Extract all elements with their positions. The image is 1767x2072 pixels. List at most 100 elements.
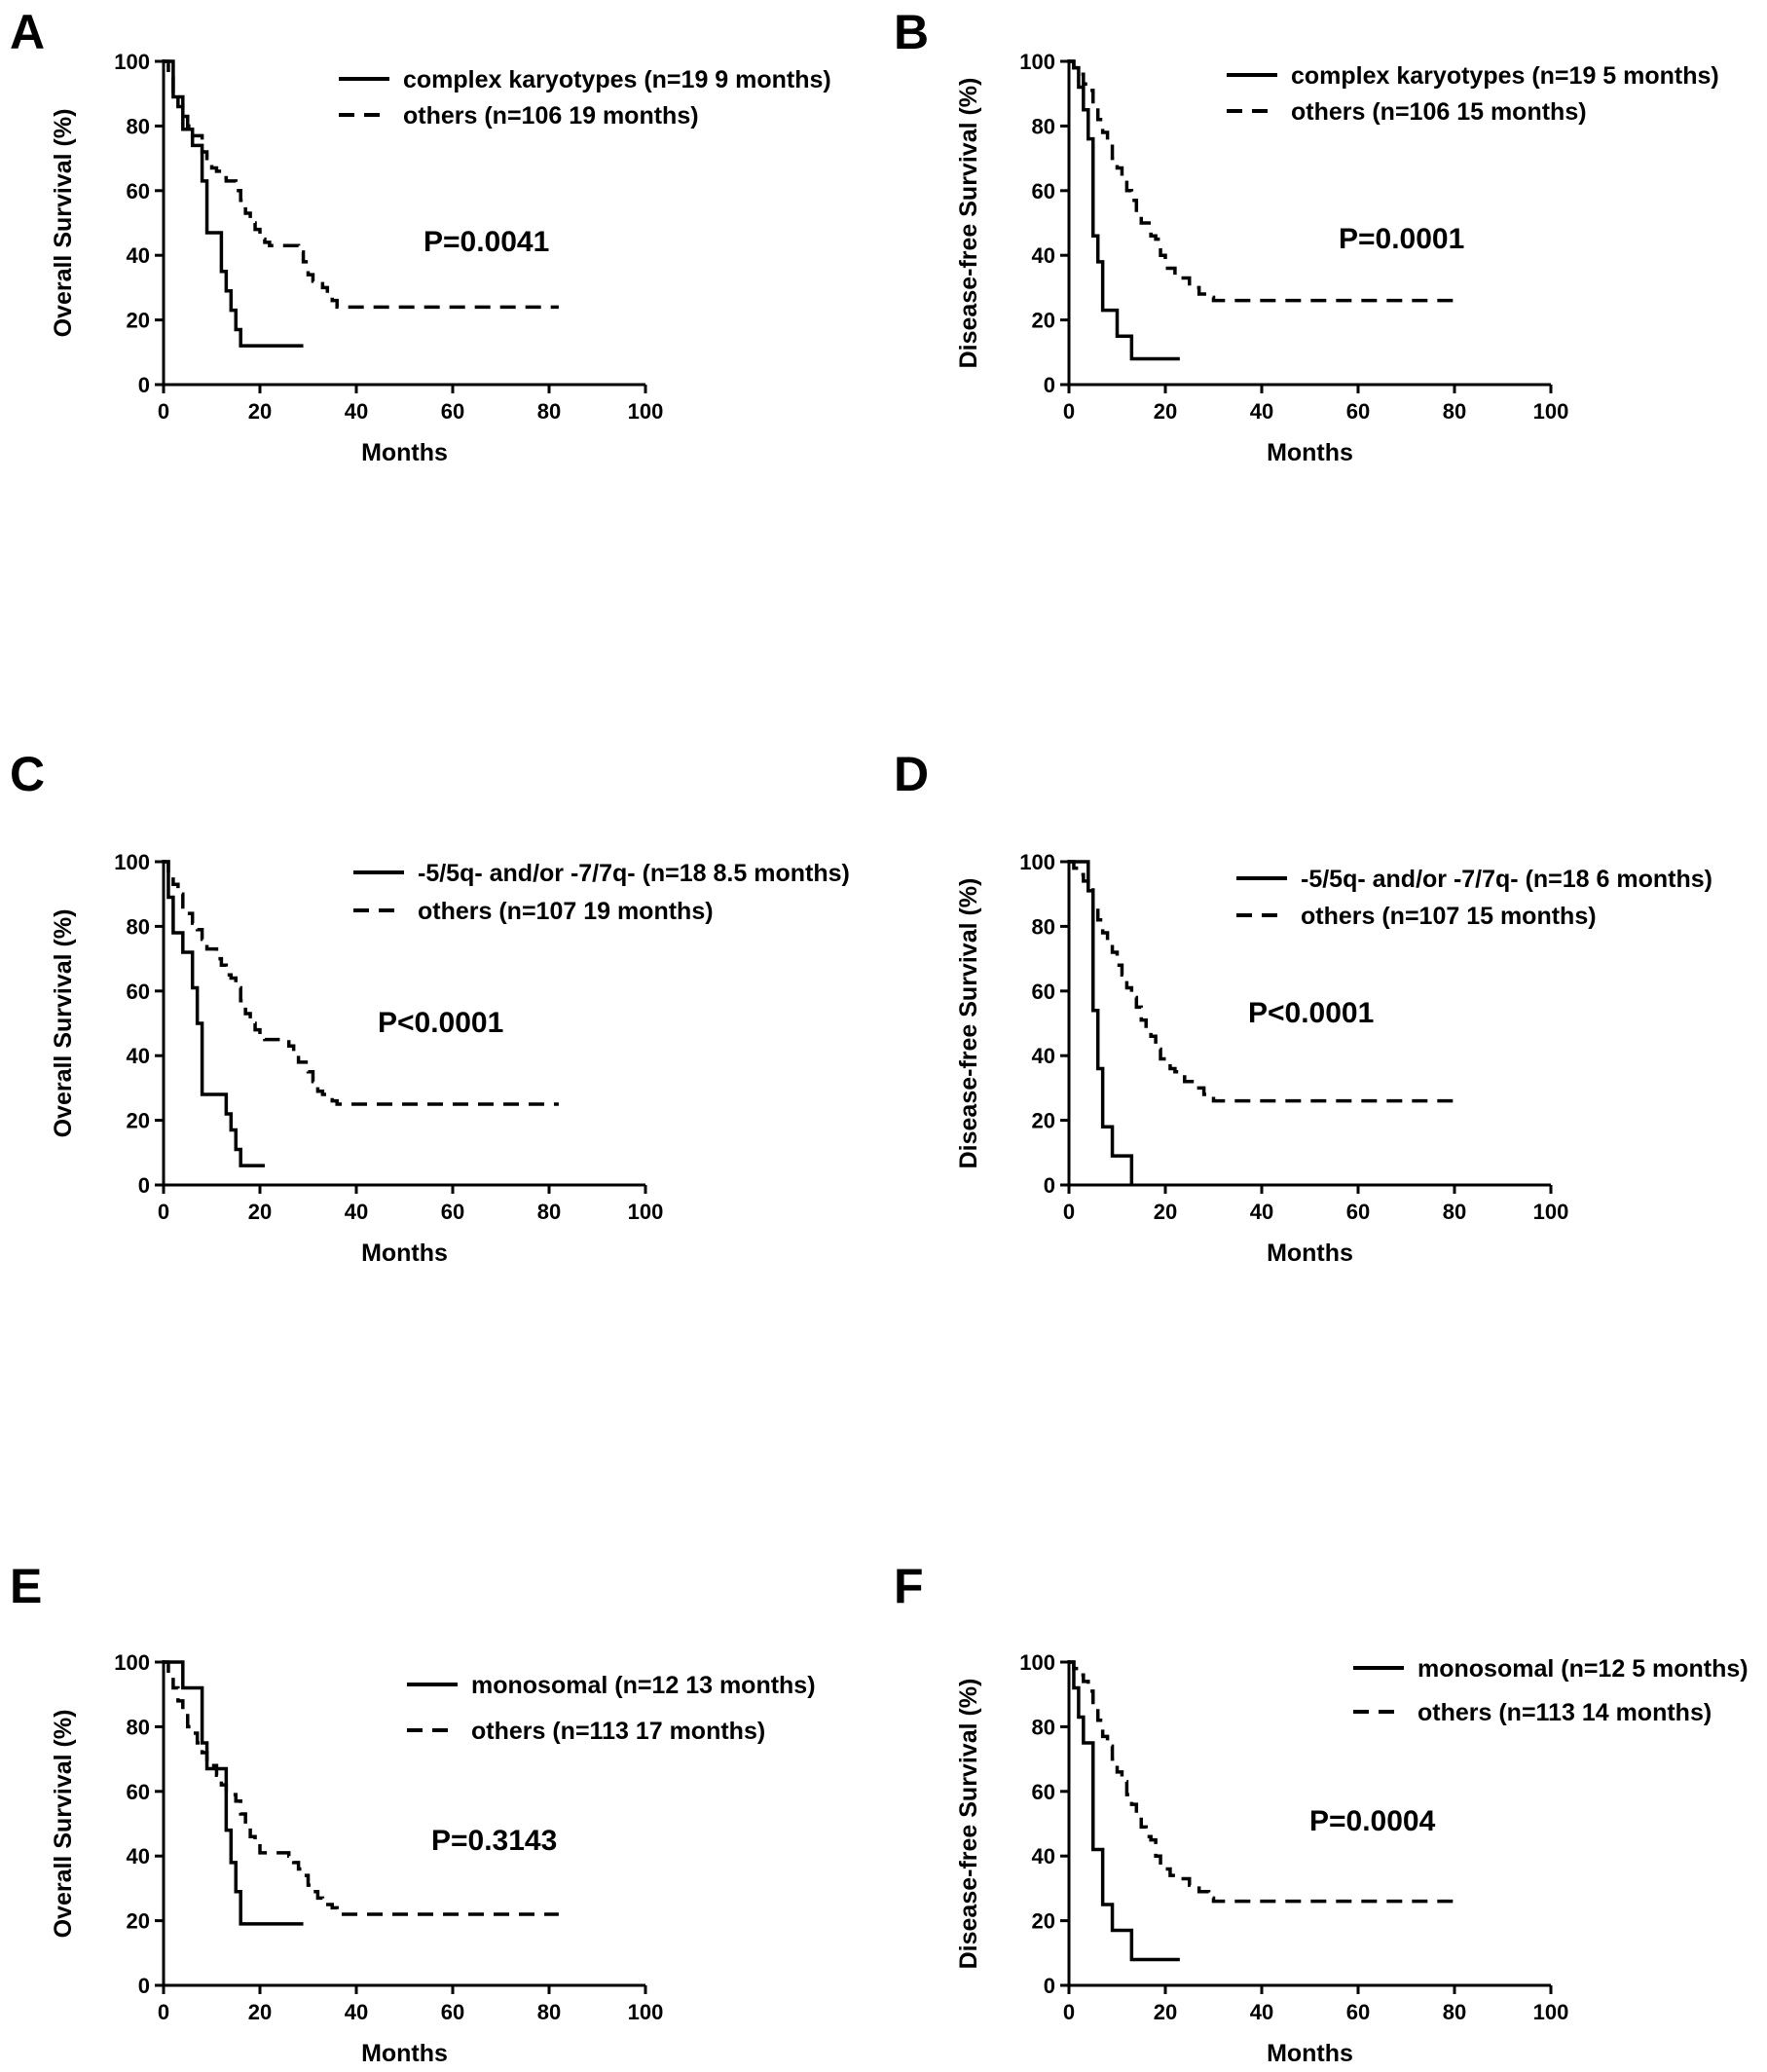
x-tick-label: 0 (1063, 1200, 1075, 1224)
survival-curve-solid (1069, 860, 1134, 1185)
x-tick-label: 100 (628, 2000, 664, 2024)
panel-d: D 0 20 40 60 80 100 0 20 40 60 80 100 Months Disease-f… (894, 747, 1712, 1267)
legend-label: complex karyotypes (n=19 9 months) (403, 66, 831, 93)
y-tick-label: 100 (114, 1650, 150, 1675)
legend-label: others (n=106 15 months) (1291, 98, 1587, 126)
p-value-annotation: P=0.0041 (423, 226, 549, 258)
legend-label: monosomal (n=12 13 months) (471, 1672, 816, 1699)
x-tick-label: 0 (158, 399, 169, 424)
x-tick-label: 100 (1533, 399, 1569, 424)
p-value-annotation: P=0.3143 (431, 1825, 557, 1857)
x-tick-label: 40 (345, 1200, 368, 1224)
panel-letter-c: C (10, 747, 45, 801)
y-tick-label: 60 (127, 980, 150, 1004)
x-tick-label: 40 (1250, 2000, 1273, 2024)
y-axis-label: Disease-free Survival (%) (955, 1679, 982, 1970)
x-tick-label: 40 (1250, 1200, 1273, 1224)
legend-label: others (n=106 19 months) (403, 102, 699, 130)
survival-curve-dashed (164, 1660, 559, 1916)
y-tick-label: 100 (1019, 50, 1055, 74)
legend-label: -5/5q- and/or -7/7q- (n=18 8.5 months) (418, 860, 850, 887)
y-tick-label: 0 (138, 1974, 150, 1998)
x-axis-label: Months (361, 1240, 448, 1267)
x-tick-label: 80 (537, 2000, 561, 2024)
x-axis-label: Months (1267, 1240, 1353, 1267)
y-tick-label: 0 (1044, 1173, 1055, 1198)
panel-a: A 0 20 40 60 80 100 0 20 40 60 80 100 Months Overall S… (10, 5, 831, 466)
y-tick-label: 60 (127, 1780, 150, 1804)
y-tick-label: 0 (138, 1173, 150, 1198)
p-value-annotation: P=0.0001 (1339, 223, 1464, 255)
y-tick-label: 80 (127, 914, 150, 939)
y-axis-label: Disease-free Survival (%) (955, 78, 982, 369)
x-tick-label: 40 (345, 2000, 368, 2024)
y-tick-label: 40 (1032, 1044, 1055, 1068)
x-tick-label: 60 (441, 399, 464, 424)
y-tick-label: 80 (1032, 1715, 1055, 1739)
x-tick-label: 40 (345, 399, 368, 424)
survival-curve-dashed (1069, 1660, 1459, 1904)
legend-label: others (n=113 14 months) (1417, 1699, 1712, 1726)
p-value-annotation: P=0.0004 (1309, 1805, 1436, 1837)
legend: monosomal (n=12 5 months) others (n=113 1… (1353, 1655, 1749, 1726)
y-tick-label: 40 (127, 243, 150, 268)
x-tick-label: 0 (1063, 399, 1075, 424)
x-tick-label: 80 (1443, 399, 1466, 424)
y-tick-label: 40 (1032, 243, 1055, 268)
y-tick-label: 0 (138, 373, 150, 397)
y-axis-label: Overall Survival (%) (50, 1710, 77, 1939)
y-tick-label: 40 (127, 1044, 150, 1068)
panel-f: F 0 20 40 60 80 100 0 20 40 60 80 100 Months Disease-f… (894, 1559, 1749, 2067)
y-tick-label: 0 (1044, 1974, 1055, 1998)
survival-curve-dashed (1069, 860, 1459, 1103)
x-tick-label: 80 (1443, 2000, 1466, 2024)
x-axis-label: Months (361, 439, 448, 466)
y-tick-label: 20 (127, 309, 150, 333)
panel-c: C 0 20 40 60 80 100 0 20 40 60 80 100 Months Overall S… (10, 747, 850, 1267)
y-tick-label: 60 (1032, 1780, 1055, 1804)
y-tick-label: 60 (1032, 980, 1055, 1004)
panel-b: B 0 20 40 60 80 100 0 20 40 60 80 100 Months Disease-f… (894, 5, 1719, 466)
survival-curve-solid (164, 860, 265, 1167)
p-value-annotation: P<0.0001 (378, 1007, 503, 1039)
x-tick-label: 20 (248, 399, 272, 424)
x-tick-label: 60 (1346, 2000, 1370, 2024)
y-axis-label: Overall Survival (%) (50, 109, 77, 338)
x-tick-label: 20 (248, 2000, 272, 2024)
x-tick-label: 60 (441, 1200, 464, 1224)
x-tick-label: 80 (537, 399, 561, 424)
y-tick-label: 20 (127, 1109, 150, 1133)
y-tick-label: 0 (1044, 373, 1055, 397)
x-tick-label: 20 (1154, 2000, 1177, 2024)
legend-label: others (n=107 19 months) (418, 898, 714, 925)
x-tick-label: 20 (1154, 1200, 1177, 1224)
y-tick-label: 40 (127, 1844, 150, 1868)
legend-label: -5/5q- and/or -7/7q- (n=18 6 months) (1301, 866, 1712, 893)
panel-letter-d: D (894, 747, 929, 801)
x-tick-label: 20 (248, 1200, 272, 1224)
x-tick-label: 20 (1154, 399, 1177, 424)
survival-curve-solid (1069, 59, 1180, 361)
x-tick-label: 100 (628, 1200, 664, 1224)
legend: complex karyotypes (n=19 5 months) others… (1227, 62, 1719, 126)
panel-letter-b: B (894, 5, 929, 59)
survival-curve-solid (1069, 1660, 1180, 1962)
y-tick-label: 80 (1032, 914, 1055, 939)
y-tick-label: 40 (1032, 1844, 1055, 1868)
legend: -5/5q- and/or -7/7q- (n=18 6 months) othe… (1236, 866, 1712, 930)
y-tick-label: 60 (1032, 179, 1055, 204)
x-tick-label: 80 (537, 1200, 561, 1224)
y-tick-label: 80 (127, 114, 150, 138)
x-tick-label: 100 (628, 399, 664, 424)
legend: -5/5q- and/or -7/7q- (n=18 8.5 months) ot… (353, 860, 850, 925)
survival-curve-solid (164, 1660, 304, 1926)
x-tick-label: 100 (1533, 1200, 1569, 1224)
x-tick-label: 0 (158, 2000, 169, 2024)
x-tick-label: 60 (1346, 399, 1370, 424)
survival-curve-dashed (164, 860, 559, 1106)
legend-label: complex karyotypes (n=19 5 months) (1291, 62, 1719, 90)
x-axis-label: Months (1267, 2040, 1353, 2067)
x-axis-label: Months (1267, 439, 1353, 466)
panel-e: E 0 20 40 60 80 100 0 20 40 60 80 100 Months Overall S… (10, 1559, 816, 2067)
